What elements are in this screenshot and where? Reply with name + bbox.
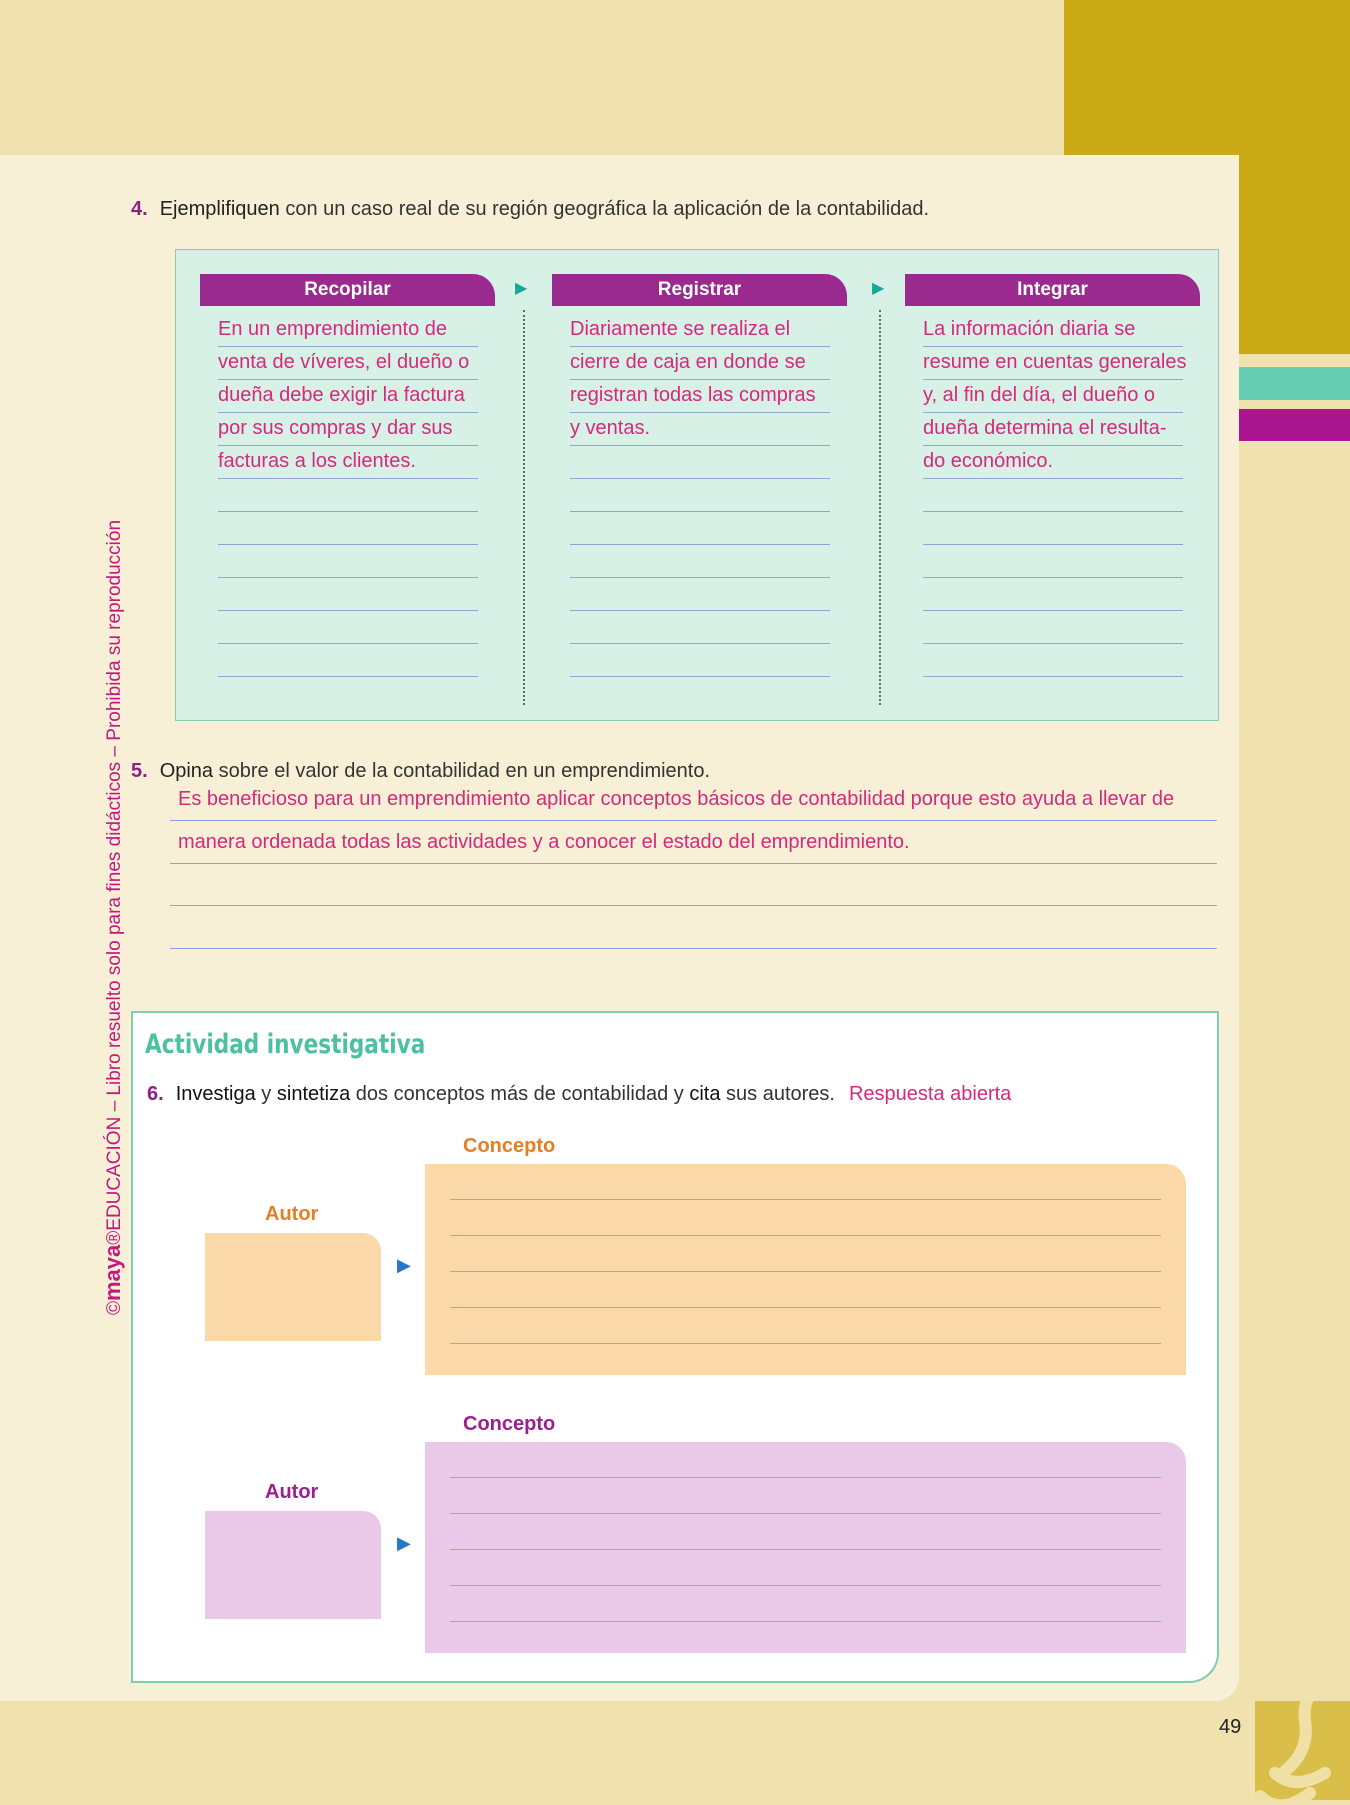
concept-box[interactable] (425, 1164, 1186, 1375)
activity-title: Actividad investigativa (145, 1029, 426, 1060)
question-5: 5. Opina sobre el valor de la contabilida… (131, 760, 711, 782)
arrow-right-icon: ▶ (515, 280, 528, 297)
step-column: Diariamente se realiza el cierre de caja … (570, 314, 830, 677)
research-activity: Actividad investigativa 6. Investiga y si… (131, 1011, 1219, 1683)
question-4: 4. Ejemplifiquen con un caso real de su r… (131, 198, 930, 220)
answer-line[interactable] (570, 578, 830, 611)
answer-line[interactable]: venta de víveres, el dueño o (218, 347, 478, 380)
answer-text: Respuesta abierta (848, 1083, 1012, 1105)
answer-line[interactable]: La información diaria se (923, 314, 1183, 347)
step-header-recopilar: Recopilar (200, 274, 495, 306)
answer-line[interactable] (570, 479, 830, 512)
answer-line[interactable] (923, 545, 1183, 578)
arrow-right-icon: ▶ (872, 280, 885, 297)
write-line (450, 1308, 1161, 1344)
answer-line[interactable]: En un emprendimiento de (218, 314, 478, 347)
page-number: 49 (1219, 1716, 1242, 1738)
divider (523, 310, 525, 705)
decor-bulb-square (1254, 1675, 1350, 1805)
write-line (450, 1586, 1161, 1622)
answer-line[interactable]: Es beneficioso para un emprendimiento ap… (170, 779, 1217, 821)
lightbulb-icon (1254, 1675, 1350, 1805)
write-line (450, 1164, 1161, 1200)
concept-label: Concepto (463, 1135, 556, 1157)
divider (879, 310, 881, 705)
answer-line[interactable] (923, 479, 1183, 512)
question-6: 6. Investiga y sintetiza dos conceptos má… (147, 1083, 1012, 1105)
answer-line[interactable] (923, 644, 1183, 677)
step-header-integrar: Integrar (905, 274, 1200, 306)
author-label: Autor (265, 1203, 319, 1225)
answer-line[interactable] (923, 512, 1183, 545)
write-line (450, 1442, 1161, 1478)
answer-line[interactable] (570, 545, 830, 578)
write-line (450, 1478, 1161, 1514)
answer-line[interactable] (570, 446, 830, 479)
answer-line[interactable] (570, 512, 830, 545)
answer-line[interactable]: dueña debe exigir la factura (218, 380, 478, 413)
answer-line[interactable] (218, 545, 478, 578)
answer-line[interactable]: dueña determina el resulta- (923, 413, 1183, 446)
concept-label: Concepto (463, 1413, 556, 1435)
answer-line[interactable]: facturas a los clientes. (218, 446, 478, 479)
answer-line[interactable]: manera ordenada todas las actividades y … (170, 822, 1217, 864)
answer-line[interactable] (170, 907, 1217, 949)
answer-line[interactable]: do económico. (923, 446, 1183, 479)
step-column: En un emprendimiento de venta de víveres,… (218, 314, 478, 677)
answer-line[interactable]: y ventas. (570, 413, 830, 446)
answer-line[interactable]: resume en cuentas generales (923, 347, 1187, 380)
answer-line[interactable]: y, al fin del día, el dueño o (923, 380, 1183, 413)
answer-line[interactable] (218, 578, 478, 611)
step-column: La información diaria se resume en cuenta… (923, 314, 1187, 677)
answer-line[interactable] (218, 644, 478, 677)
author-label: Autor (265, 1481, 319, 1503)
step-header-registrar: Registrar (552, 274, 847, 306)
arrow-right-icon: ▶ (397, 1533, 411, 1553)
answer-line[interactable]: cierre de caja en donde se (570, 347, 830, 380)
decor-teal-strip (1239, 367, 1350, 400)
answer-line[interactable] (923, 611, 1183, 644)
answer-line[interactable] (170, 864, 1217, 906)
answer-line[interactable]: registran todas las compras (570, 380, 830, 413)
author-box[interactable] (205, 1511, 381, 1619)
copyright-notice: ©maya®EDUCACIÓN – Libro resuelto solo pa… (100, 519, 125, 1315)
answer-line[interactable] (570, 644, 830, 677)
answer-line[interactable] (570, 611, 830, 644)
decor-magenta-strip (1239, 409, 1350, 441)
answer-line[interactable] (218, 611, 478, 644)
answer-line[interactable] (218, 479, 478, 512)
write-line (450, 1550, 1161, 1586)
arrow-right-icon: ▶ (397, 1255, 411, 1275)
answer-line[interactable]: Diariamente se realiza el (570, 314, 830, 347)
write-line (450, 1236, 1161, 1272)
author-box[interactable] (205, 1233, 381, 1341)
write-line (450, 1200, 1161, 1236)
write-line (450, 1514, 1161, 1550)
answer-line[interactable] (218, 512, 478, 545)
answer-line[interactable]: por sus compras y dar sus (218, 413, 478, 446)
concept-box[interactable] (425, 1442, 1186, 1653)
answer-line[interactable] (923, 578, 1183, 611)
write-line (450, 1272, 1161, 1308)
process-diagram: Recopilar ▶ Registrar ▶ Integrar En un e… (175, 249, 1219, 721)
